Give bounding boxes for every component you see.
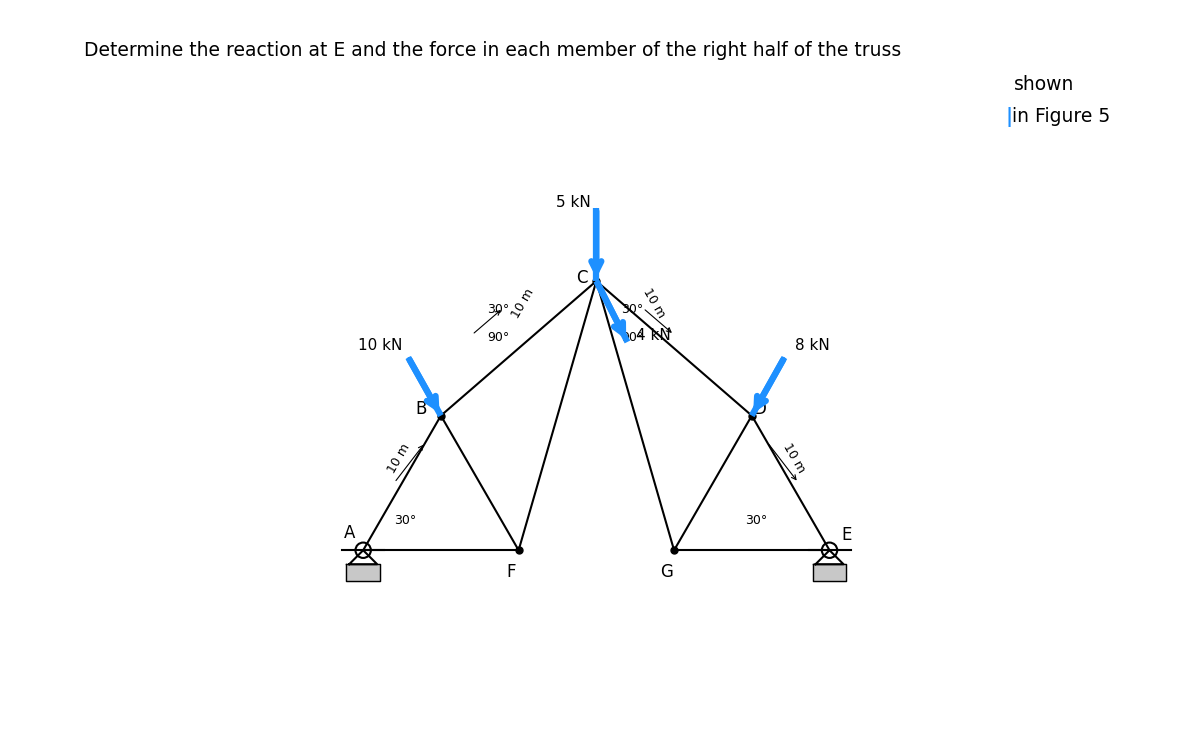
Text: |: | <box>1006 107 1013 127</box>
Text: B: B <box>415 400 426 418</box>
Text: in Figure 5: in Figure 5 <box>1012 107 1110 125</box>
Text: 90°: 90° <box>487 330 510 344</box>
Text: F: F <box>506 563 516 581</box>
Polygon shape <box>812 564 846 581</box>
Text: 30°: 30° <box>620 303 643 316</box>
Text: 30°: 30° <box>745 514 768 527</box>
Text: shown: shown <box>1014 75 1074 94</box>
Text: 10 m: 10 m <box>780 442 808 475</box>
Text: E: E <box>841 526 852 544</box>
Text: 30°: 30° <box>394 514 416 527</box>
Text: 90°: 90° <box>620 330 643 344</box>
Text: 10 kN: 10 kN <box>358 337 402 352</box>
Text: A: A <box>343 524 355 542</box>
Text: 4 kN: 4 kN <box>636 328 671 343</box>
Text: 8 kN: 8 kN <box>796 337 829 352</box>
Text: G: G <box>660 563 673 581</box>
Polygon shape <box>347 564 380 581</box>
Text: 10 m: 10 m <box>510 286 536 320</box>
Text: 10 m: 10 m <box>641 286 667 320</box>
Text: D: D <box>754 400 766 418</box>
Text: C: C <box>577 269 588 287</box>
Text: 5 kN: 5 kN <box>556 195 590 210</box>
Text: 10 m: 10 m <box>385 442 413 475</box>
Text: 30°: 30° <box>487 303 510 316</box>
Text: Determine the reaction at E and the force in each member of the right half of th: Determine the reaction at E and the forc… <box>84 41 901 60</box>
